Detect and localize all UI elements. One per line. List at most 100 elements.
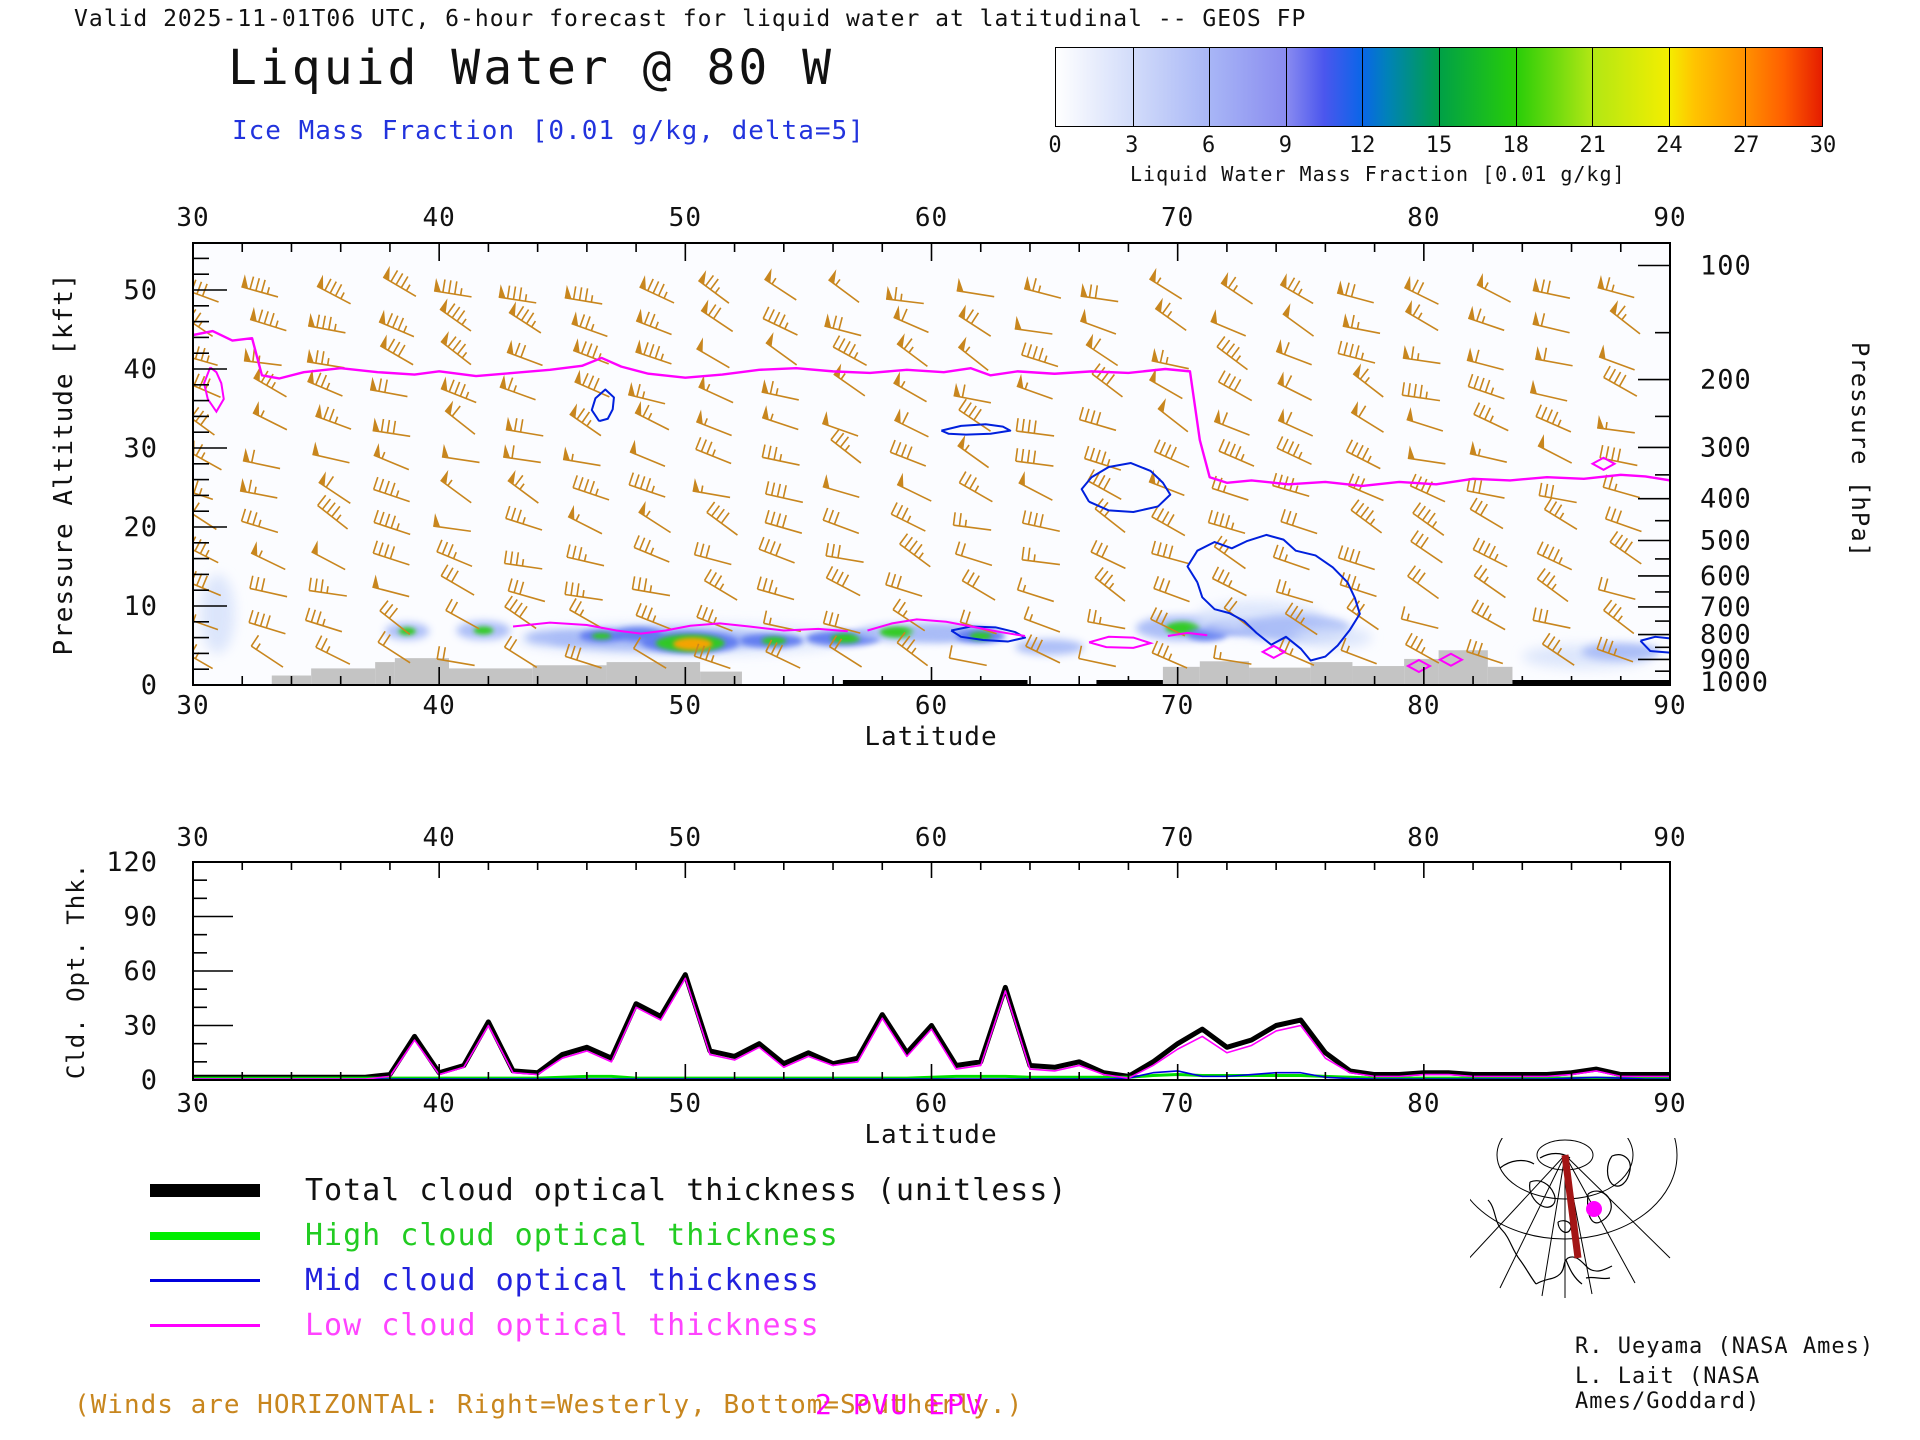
- legend-row-total: Total cloud optical thickness (unitless): [150, 1168, 1067, 1213]
- svg-text:0: 0: [141, 670, 158, 701]
- map-graticule: [1470, 1138, 1678, 1298]
- colorbar-label: Liquid Water Mass Fraction [0.01 g/kg]: [1130, 162, 1626, 186]
- svg-text:800: 800: [1700, 620, 1752, 651]
- svg-text:500: 500: [1700, 526, 1752, 557]
- legend-row-mid: Mid cloud optical thickness: [150, 1258, 1067, 1303]
- svg-text:80: 80: [1407, 1089, 1440, 1119]
- svg-text:60: 60: [123, 956, 158, 987]
- svg-text:20: 20: [123, 512, 158, 543]
- svg-text:50: 50: [123, 275, 158, 306]
- svg-text:60: 60: [915, 203, 948, 233]
- svg-text:40: 40: [423, 691, 456, 721]
- svg-text:40: 40: [423, 1089, 456, 1119]
- optical-thickness-plot: 30 30 40 40 50 50 60 60 70 70 80 80 90 90 0 30 60 90 120 La…: [62, 823, 1686, 1150]
- svg-text:50: 50: [669, 823, 702, 853]
- colorbar-separator: [1668, 48, 1670, 126]
- legend-label-high: High cloud optical thickness: [305, 1218, 839, 1253]
- svg-text:50: 50: [669, 1089, 702, 1119]
- map-coastlines: [1487, 1152, 1631, 1285]
- map-80w-meridian: [1561, 1154, 1582, 1259]
- svg-text:0: 0: [141, 1065, 158, 1096]
- svg-text:120: 120: [106, 847, 158, 878]
- validity-line: Valid 2025-11-01T06 UTC, 6-hour forecast…: [74, 6, 1307, 32]
- legend-label-total: Total cloud optical thickness (unitless): [305, 1173, 1068, 1208]
- legend-label-mid: Mid cloud optical thickness: [305, 1263, 820, 1298]
- colorbar-tick: 30: [1809, 133, 1837, 158]
- svg-text:30: 30: [123, 433, 158, 464]
- svg-text:10: 10: [123, 591, 158, 622]
- colorbar-tick: 0: [1048, 133, 1062, 158]
- svg-text:30: 30: [176, 1089, 209, 1119]
- colorbar-separator: [1745, 48, 1747, 126]
- svg-text:90: 90: [1653, 203, 1686, 233]
- svg-text:40: 40: [423, 823, 456, 853]
- svg-text:30: 30: [176, 203, 209, 233]
- colorbar-separator: [1592, 48, 1594, 126]
- total-line-swatch: [150, 1184, 260, 1197]
- pvu-epv-label: 2 PVU EPV: [815, 1388, 985, 1421]
- svg-text:Latitude: Latitude: [864, 722, 997, 752]
- svg-text:40: 40: [423, 203, 456, 233]
- svg-text:Pressure [hPa]: Pressure [hPa]: [1846, 342, 1874, 558]
- legend-row-high: High cloud optical thickness: [150, 1213, 1067, 1258]
- svg-text:90: 90: [1653, 691, 1686, 721]
- svg-text:80: 80: [1407, 203, 1440, 233]
- svg-text:40: 40: [123, 354, 158, 385]
- colorbar-tick: 12: [1348, 133, 1376, 158]
- svg-text:80: 80: [1407, 823, 1440, 853]
- svg-text:60: 60: [915, 691, 948, 721]
- svg-text:Cld. Opt. Thk.: Cld. Opt. Thk.: [62, 863, 90, 1079]
- svg-text:200: 200: [1700, 365, 1752, 396]
- svg-text:Latitude: Latitude: [864, 1120, 997, 1150]
- colorbar-gradient: [1055, 47, 1823, 127]
- svg-text:50: 50: [669, 691, 702, 721]
- svg-text:1000: 1000: [1700, 667, 1769, 698]
- credit-line-1: R. Ueyama (NASA Ames): [1575, 1334, 1875, 1359]
- colorbar-tick: 24: [1656, 133, 1683, 158]
- svg-text:600: 600: [1700, 561, 1752, 592]
- svg-text:70: 70: [1161, 691, 1194, 721]
- map-location-dot: [1586, 1201, 1602, 1217]
- colorbar-tick: 6: [1201, 133, 1216, 158]
- colorbar-separator: [1515, 48, 1517, 126]
- svg-text:70: 70: [1161, 203, 1194, 233]
- locator-map: [1470, 1138, 1678, 1298]
- colorbar-tick: 27: [1732, 133, 1760, 158]
- svg-text:700: 700: [1700, 592, 1752, 623]
- svg-text:70: 70: [1161, 1089, 1194, 1119]
- svg-text:60: 60: [915, 823, 948, 853]
- svg-text:30: 30: [123, 1011, 158, 1042]
- colorbar-tick: 18: [1502, 133, 1530, 158]
- legend: Total cloud optical thickness (unitless)…: [150, 1168, 1067, 1348]
- mid-line-swatch: [150, 1279, 260, 1282]
- winds-note: (Winds are HORIZONTAL: Right=Westerly, B…: [74, 1390, 1024, 1420]
- colorbar-separator: [1209, 48, 1211, 126]
- low-line-swatch: [150, 1324, 260, 1327]
- svg-text:400: 400: [1700, 484, 1752, 515]
- svg-text:30: 30: [176, 691, 209, 721]
- colorbar-tick: 15: [1425, 133, 1453, 158]
- colorbar-separator: [1132, 48, 1134, 126]
- svg-text:50: 50: [669, 203, 702, 233]
- page-title: Liquid Water @ 80 W: [228, 40, 835, 96]
- svg-text:70: 70: [1161, 823, 1194, 853]
- colorbar-tick: 21: [1579, 133, 1606, 158]
- colorbar: 0 3 6 9 12 15 18 21 24 27 30: [1048, 47, 1836, 159]
- svg-text:900: 900: [1700, 644, 1752, 675]
- colorbar-tick: 9: [1278, 133, 1293, 158]
- svg-text:Pressure Altitude [kft]: Pressure Altitude [kft]: [49, 272, 79, 655]
- credit-line-2: L. Lait (NASA Ames/Goddard): [1575, 1364, 1761, 1414]
- colorbar-ticks: 0 3 6 9 12 15 18 21 24 27 30: [1048, 133, 1836, 159]
- svg-text:300: 300: [1700, 432, 1752, 463]
- svg-text:60: 60: [915, 1089, 948, 1119]
- colorbar-separator: [1439, 48, 1440, 126]
- svg-text:100: 100: [1700, 251, 1752, 282]
- svg-text:30: 30: [176, 823, 209, 853]
- main-cross-section-plot: 3030404050506060707080809090010203040501…: [49, 203, 1874, 752]
- ice-mass-fraction-subtitle: Ice Mass Fraction [0.01 g/kg, delta=5]: [232, 116, 865, 146]
- legend-label-low: Low cloud optical thickness: [305, 1308, 820, 1343]
- svg-text:90: 90: [1653, 1089, 1686, 1119]
- colorbar-separator: [1285, 48, 1287, 126]
- colorbar-tick: 3: [1125, 133, 1139, 158]
